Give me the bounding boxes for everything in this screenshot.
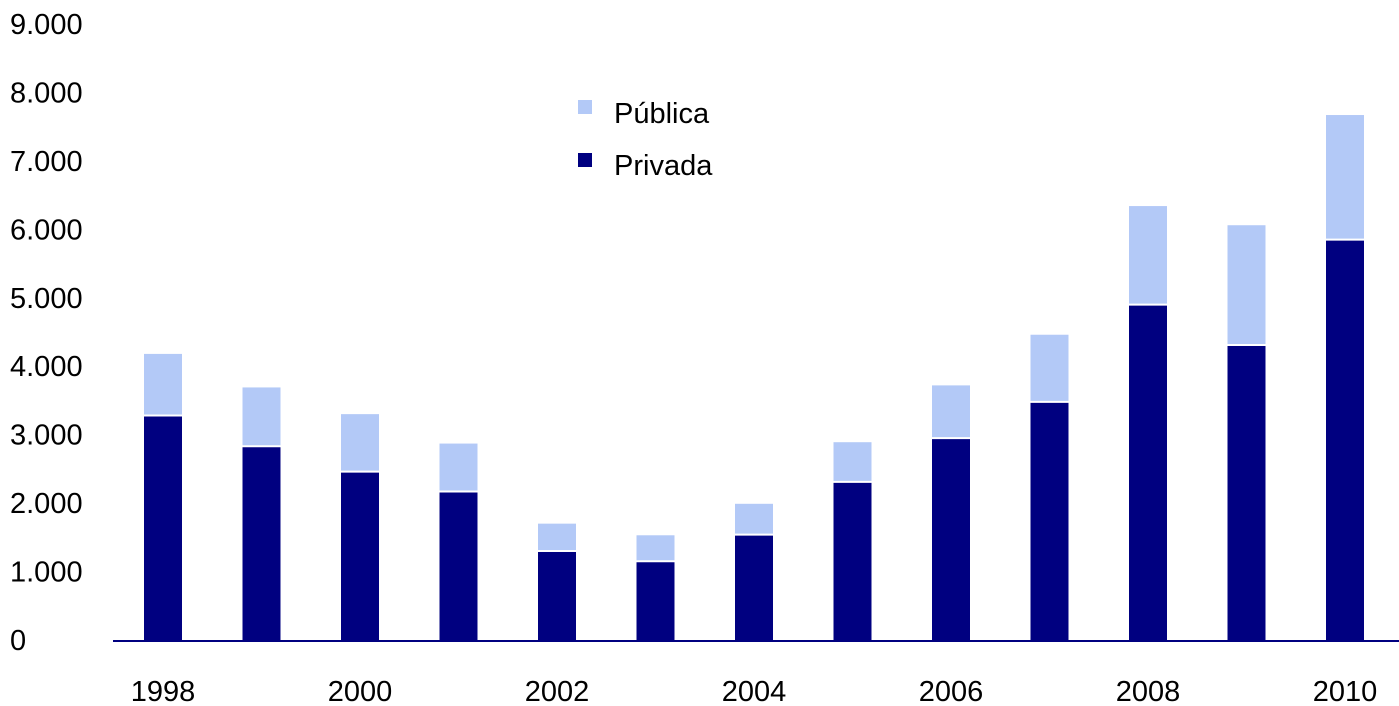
x-tick-label: 2006 [919,676,984,706]
x-tick-label: 2004 [722,676,787,706]
x-tick-label: 1998 [131,676,196,706]
bar-privada-2002 [538,551,576,640]
bar-privada-2004 [735,534,773,640]
bar-privada-2001 [439,491,478,640]
bars [144,115,1364,640]
legend-label-publica: Pública [614,98,710,130]
bar-privada-2008 [1129,304,1167,640]
bar-privada-2007 [1030,401,1069,640]
y-tick-label: 4.000 [10,351,83,383]
bar-publica-1998 [144,353,182,416]
bar-privada-1998 [144,415,182,640]
bar-privada-2005 [833,481,872,640]
y-tick-label: 6.000 [10,214,83,246]
legend-swatch-publica [578,100,592,114]
legend-swatch-privada [578,153,592,167]
bar-publica-2006 [932,385,970,439]
bar-publica-2008 [1129,206,1167,305]
legend-label-privada: Privada [614,150,713,182]
y-tick-label: 0 [10,625,26,657]
bar-publica-2002 [538,523,576,552]
bar-publica-2000 [341,414,379,472]
legend: Pública Privada [578,98,713,182]
bar-publica-2004 [735,503,773,535]
bar-privada-2000 [341,471,379,640]
y-tick-label: 3.000 [10,420,83,452]
bar-privada-1999 [242,446,281,640]
bar-publica-2001 [439,443,478,492]
y-tick-label: 8.000 [10,77,83,109]
y-axis-tick-labels: 0 1.000 2.000 3.000 4.000 5.000 6.000 7.000 8.00… [10,9,83,657]
bar-privada-2009 [1227,345,1266,640]
y-tick-label: 7.000 [10,146,83,178]
bar-publica-2005 [833,442,872,482]
bar-publica-2010 [1326,115,1364,240]
bar-privada-2003 [636,561,675,640]
y-tick-label: 1.000 [10,557,83,589]
y-tick-label: 5.000 [10,283,83,315]
x-tick-label: 2008 [1116,676,1181,706]
y-tick-label: 2.000 [10,488,83,520]
x-tick-label: 2010 [1313,676,1378,706]
y-tick-label: 9.000 [10,9,83,41]
bar-publica-2009 [1227,225,1266,346]
bar-publica-1999 [242,387,281,447]
bar-privada-2010 [1326,239,1364,640]
bar-publica-2003 [636,535,675,562]
x-axis-tick-labels: 1998 2000 2002 2004 2006 2008 2010 [131,676,1378,706]
bar-publica-2007 [1030,334,1069,402]
bar-privada-2006 [932,438,970,640]
x-tick-label: 2002 [525,676,590,706]
x-tick-label: 2000 [328,676,393,706]
